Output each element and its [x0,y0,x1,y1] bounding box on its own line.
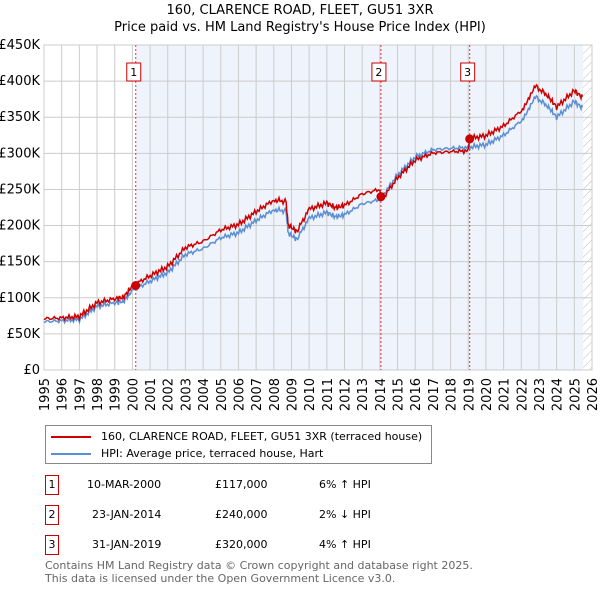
x-tick-label: 2023 [533,378,548,411]
footer: Contains HM Land Registry data © Crown c… [45,559,473,585]
x-tick-label: 2006 [232,378,247,411]
y-tick-label: £400K [0,74,40,89]
plot-area: £0 £50K £100K £150K £200K £250K £300K £350K £400… [0,38,600,411]
x-tick-label: 2025 [568,378,583,411]
sale-label-box [460,62,476,82]
sale-label: 2 [375,66,382,79]
sale-marker-number: 3 [45,535,59,555]
x-tick-label: 1995 [38,378,53,411]
x-tick-label: 2001 [144,378,159,411]
sale-point [465,134,475,144]
footer-line-1: Contains HM Land Registry data © Crown c… [45,559,473,572]
legend: 160, CLARENCE ROAD, FLEET, GU51 3XR (ter… [45,425,432,464]
sale-label-box [126,62,142,82]
sale-price: £117,000 [215,478,268,491]
x-tick-label: 2019 [462,378,477,411]
hpi-line [43,94,584,325]
x-tick-label: 2003 [179,378,194,411]
y-tick-label: £150K [0,255,40,270]
legend-swatch-property [51,436,91,438]
x-tick-label: 2018 [445,378,460,411]
x-tick-label: 1997 [73,378,88,411]
sale-row: 2 23-JAN-2014 £240,000 2% ↓ HPI [45,505,465,525]
x-tick-label: 2026 [586,378,600,411]
x-tick-label: 2008 [268,378,283,411]
y-tick-label: £250K [0,182,40,197]
forecast-hatch [583,45,592,370]
sale-date: 10-MAR-2000 [87,478,162,491]
legend-swatch-hpi [51,453,91,455]
sale-date: 31-JAN-2019 [92,538,162,551]
x-tick-label: 2007 [250,378,265,411]
sale-hpi-diff: 2% ↓ HPI [319,508,371,521]
x-tick-label: 2010 [303,378,318,411]
x-tick-label: 2017 [427,378,442,411]
sale-row: 3 31-JAN-2019 £320,000 4% ↑ HPI [45,535,465,555]
sale-price: £240,000 [215,508,268,521]
footer-line-2: This data is licensed under the Open Gov… [45,572,396,585]
x-tick-label: 2011 [321,378,336,411]
y-tick-label: £100K [0,291,40,306]
x-tick-label: 2002 [162,378,177,411]
x-tick-label: 2022 [515,378,530,411]
sale-point [131,281,141,290]
sale-row: 1 10-MAR-2000 £117,000 6% ↑ HPI [45,475,465,495]
chart-title: 160, CLARENCE ROAD, FLEET, GU51 3XR [166,3,434,18]
shaded-region [135,45,584,370]
x-tick-label: 1998 [91,378,106,411]
x-tick-label: 2015 [392,378,407,411]
x-tick-label: 2013 [356,378,371,411]
x-tick-label: 2012 [339,378,354,411]
sale-label-box [371,62,387,82]
x-tick-label: 2016 [409,378,424,411]
sale-date: 23-JAN-2014 [92,508,162,521]
legend-hpi: HPI: Average price, terraced house, Hart [101,447,324,460]
sale-label: 3 [464,66,471,79]
x-tick-label: 1996 [56,378,71,411]
y-tick-label: £0 [23,363,40,378]
x-tick-label: 1999 [109,378,124,411]
x-tick-label: 2004 [197,378,212,411]
plot-border [43,44,593,371]
x-tick-label: 2024 [551,378,566,411]
x-tick-label: 2021 [498,378,513,411]
y-tick-label: £50K [7,327,41,342]
y-tick-label: £450K [0,38,40,53]
x-tick-label: 2005 [215,378,230,411]
sale-point [376,192,386,202]
sale-price: £320,000 [215,538,268,551]
x-tick-label: 2014 [374,378,389,411]
chart-subtitle: Price paid vs. HM Land Registry's House … [114,20,486,35]
y-tick-label: £200K [0,219,40,234]
sale-hpi-diff: 6% ↑ HPI [319,478,371,491]
y-tick-label: £350K [0,110,40,125]
y-tick-label: £300K [0,146,40,161]
sale-marker-number: 2 [45,505,59,525]
x-tick-label: 2000 [126,378,141,411]
sale-label: 1 [130,66,137,79]
x-tick-label: 2009 [285,378,300,411]
sale-hpi-diff: 4% ↑ HPI [319,538,371,551]
x-tick-label: 2020 [480,378,495,411]
legend-property: 160, CLARENCE ROAD, FLEET, GU51 3XR (ter… [101,430,423,443]
sale-marker-number: 1 [45,475,59,495]
